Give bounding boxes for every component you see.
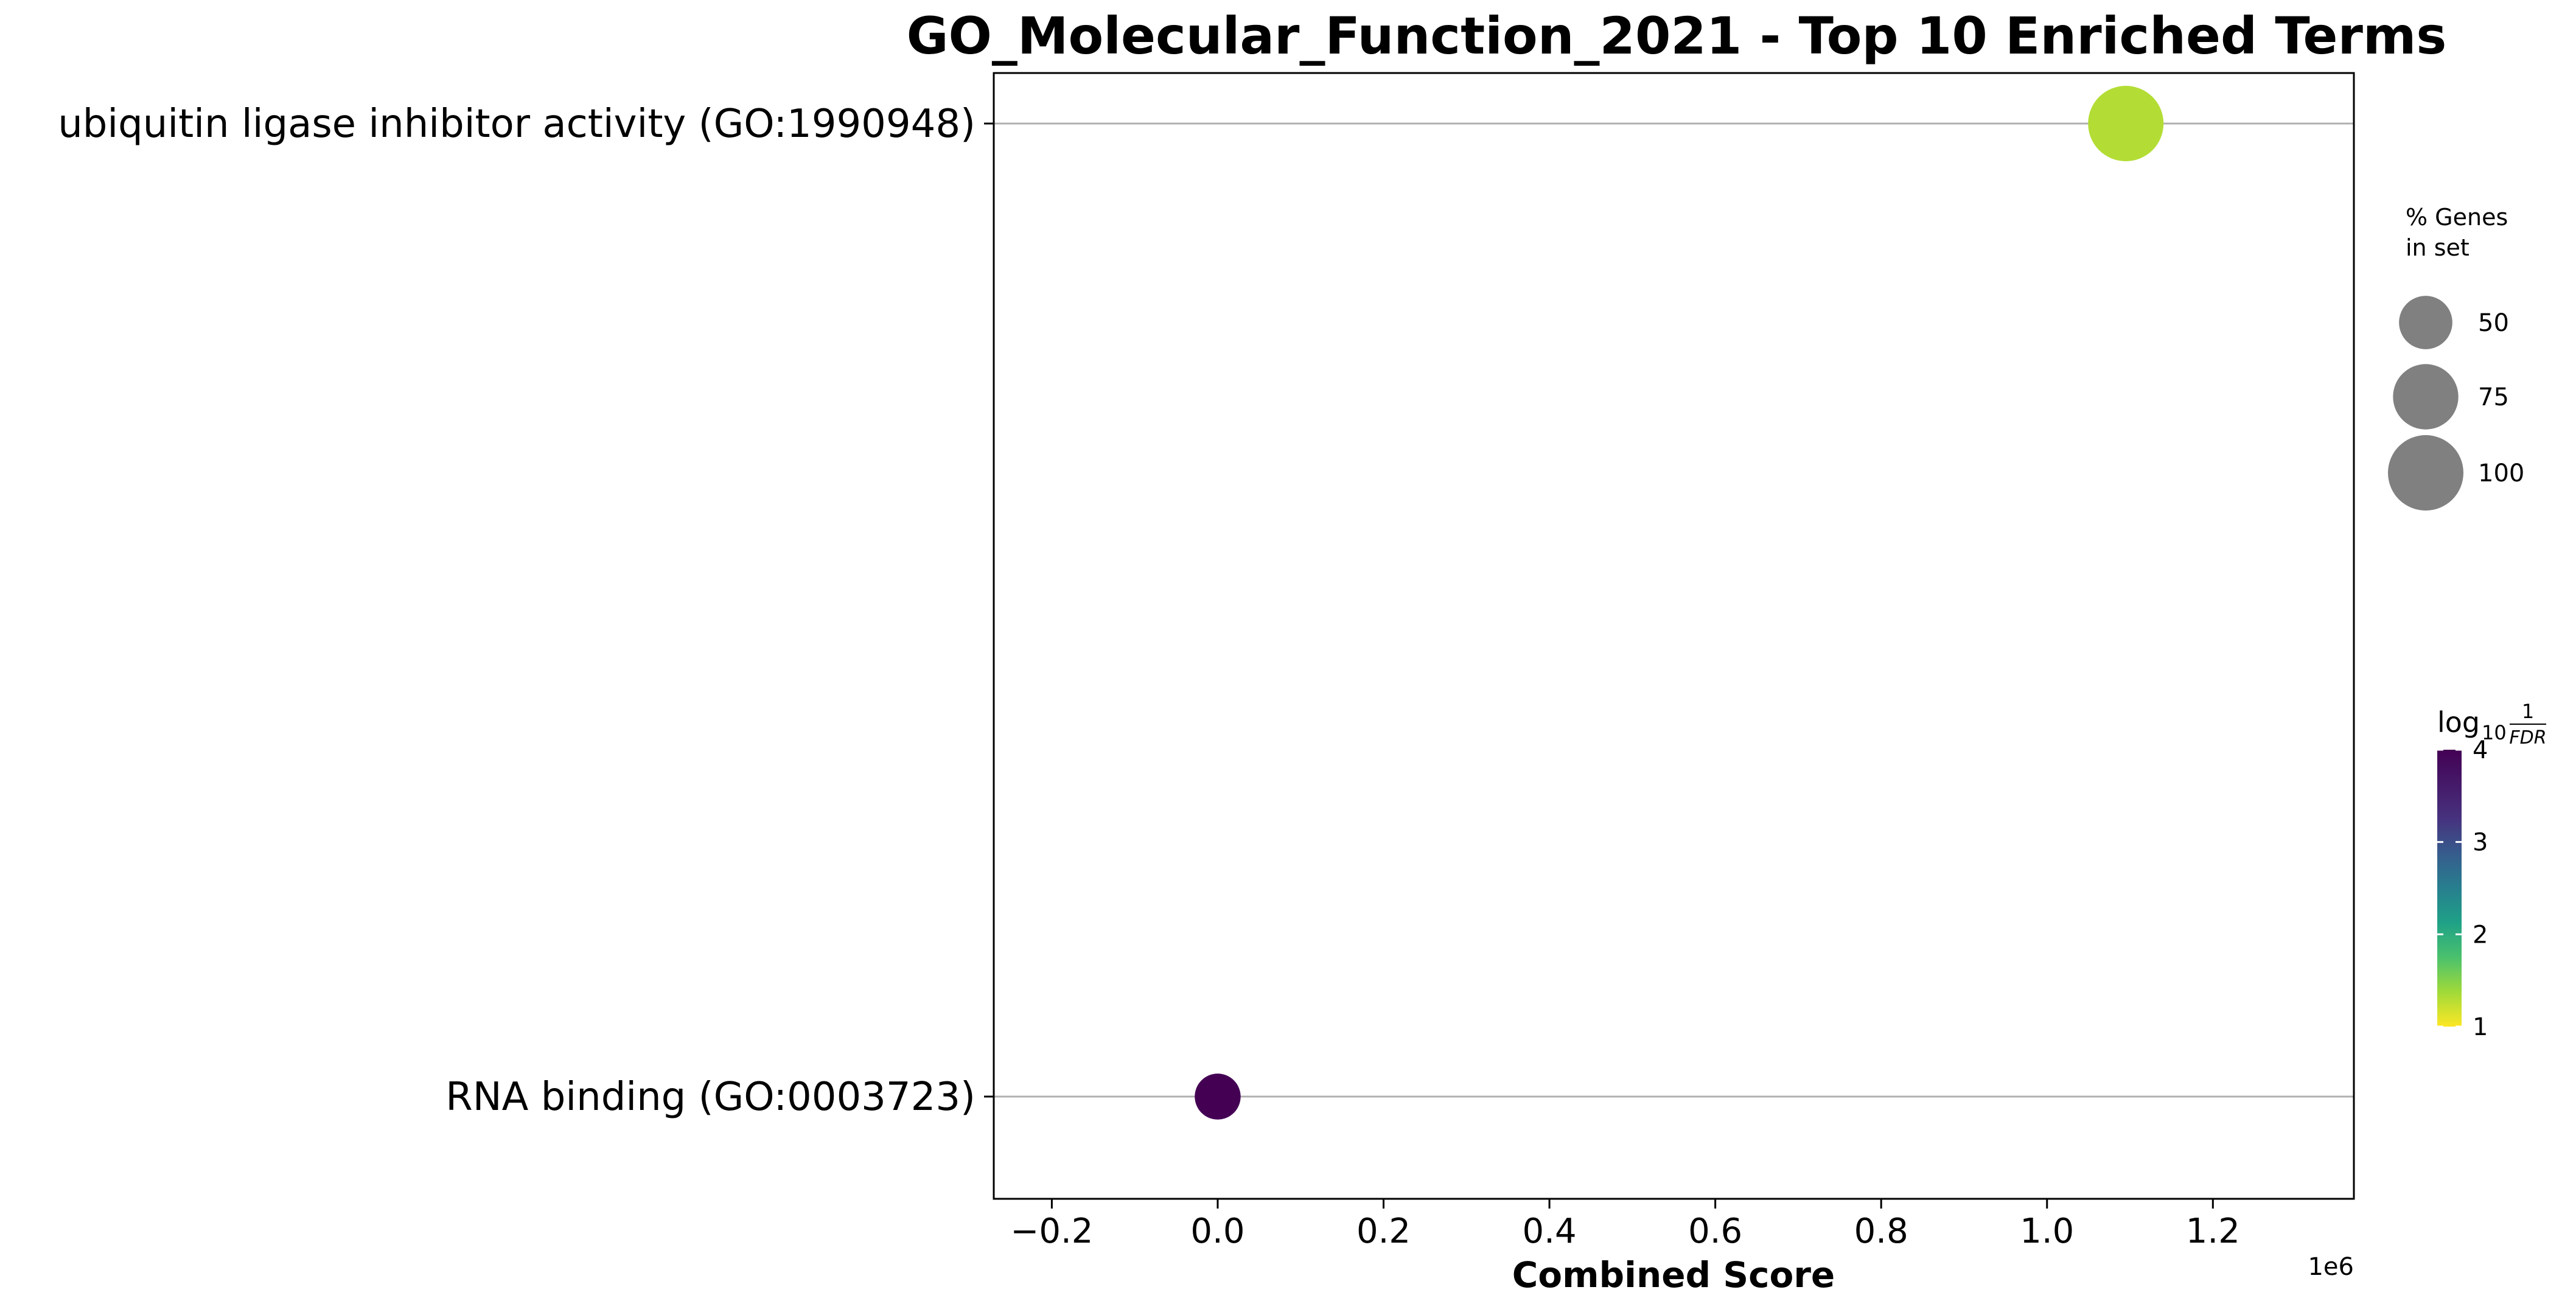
x-tick-label: 0.6 xyxy=(1688,1212,1742,1251)
x-axis-label: Combined Score xyxy=(1512,1254,1835,1296)
colorbar-label-subscript: 10 xyxy=(2482,721,2507,744)
plot-area xyxy=(993,72,2355,1200)
y-tick-label: RNA binding (GO:0003723) xyxy=(445,1075,976,1120)
x-tick-label: −0.2 xyxy=(1010,1212,1093,1251)
size-legend-label: 75 xyxy=(2478,383,2509,411)
size-legend-title-line1: % Genes xyxy=(2406,204,2508,231)
x-axis-offset-label: 1e6 xyxy=(2308,1253,2354,1281)
chart-title: GO_Molecular_Function_2021 - Top 10 Enri… xyxy=(907,6,2447,66)
gridlines xyxy=(994,122,2354,1098)
colorbar-gradient xyxy=(2437,750,2462,1027)
data-point xyxy=(2088,86,2164,161)
colorbar: log 10 1 FDR 1 2 3 4 xyxy=(2437,700,2547,1041)
colorbar-ticks: 1 2 3 4 xyxy=(2437,736,2488,1041)
colorbar-tick-label: 4 xyxy=(2473,736,2488,764)
x-axis-ticks: −0.2 0.0 0.2 0.4 0.6 0.8 1.0 1.2 xyxy=(1010,1199,2240,1251)
y-tick-label: ubiquitin ligase inhibitor activity (GO:… xyxy=(58,102,976,147)
size-legend-title-line2: in set xyxy=(2406,234,2470,261)
size-legend-label: 100 xyxy=(2478,459,2524,487)
size-legend-entries: 50 75 100 xyxy=(2388,296,2524,511)
y-axis-term-labels: RNA binding (GO:0003723) ubiquitin ligase… xyxy=(58,102,994,1120)
colorbar-label-log: log xyxy=(2437,706,2480,739)
x-tick-label: 0.0 xyxy=(1190,1212,1244,1251)
plot-frame xyxy=(993,72,2355,1200)
size-legend-marker xyxy=(2393,364,2459,430)
colorbar-tick-label: 1 xyxy=(2473,1013,2488,1041)
colorbar-tick-label: 3 xyxy=(2473,829,2488,857)
size-legend-marker xyxy=(2399,296,2452,349)
size-legend-label: 50 xyxy=(2478,309,2509,337)
x-tick-label: 0.4 xyxy=(1523,1212,1577,1251)
data-points xyxy=(1195,86,2164,1120)
colorbar-label-denominator: FDR xyxy=(2509,727,2546,748)
x-tick-label: 1.2 xyxy=(2186,1212,2240,1251)
x-tick-label: 0.8 xyxy=(1854,1212,1908,1251)
data-point xyxy=(1195,1073,1241,1120)
size-legend-marker xyxy=(2388,435,2463,511)
colorbar-tick-label: 2 xyxy=(2473,921,2488,949)
x-tick-label: 0.2 xyxy=(1356,1212,1411,1251)
colorbar-label-numerator: 1 xyxy=(2522,700,2534,723)
x-tick-label: 1.0 xyxy=(2020,1212,2074,1251)
size-legend: % Genes in set 50 75 100 xyxy=(2388,204,2524,511)
